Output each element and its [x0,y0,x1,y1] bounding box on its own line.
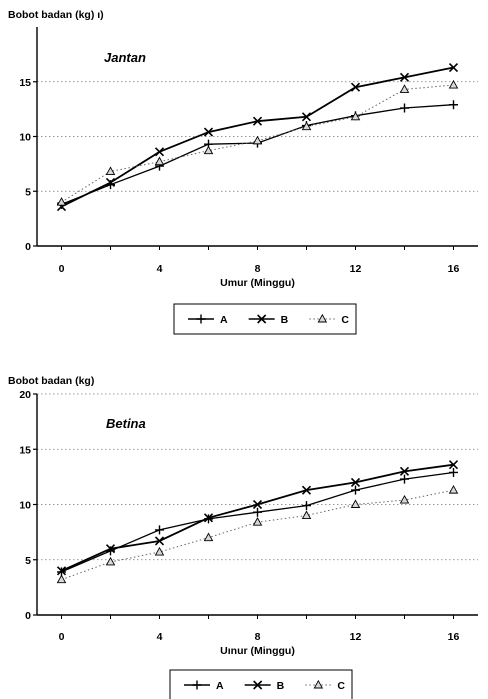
x-tick-label: 16 [448,631,460,643]
series-C [56,485,459,584]
legend-marker-A [196,314,206,324]
legend-label-C: C [337,680,345,692]
y-tick-label: 15 [19,77,31,89]
data-point-C [154,156,165,166]
x-tick-label: 0 [59,631,65,643]
y-tick-label: 5 [25,555,31,567]
data-point-C [350,499,361,508]
data-point-C [448,79,459,89]
data-point-C [203,532,214,542]
x-tick-label: 8 [255,263,261,275]
data-point-A [302,501,311,511]
y-axis-label-suffix: ı) [94,9,103,21]
chart-panel-1: 0 5 10 15 0 4 8 12 16 Bobot badan (kg) ı) Umur (Mi… [8,9,478,335]
data-point-B [399,72,410,82]
series-A [57,467,458,577]
series-line-A [61,104,454,206]
data-point-C [448,485,459,494]
y-axis-label-text: Bobot badan (kg) [8,9,94,21]
data-point-C [252,517,263,526]
legend-label-A: A [220,314,228,326]
data-point-C [105,556,116,566]
legend-label-A: A [216,680,224,692]
data-point-B [350,82,361,92]
data-point-B [448,62,459,73]
data-point-A [449,100,458,110]
data-point-C [105,166,116,175]
series-C [56,79,459,206]
y-tick-label: 15 [19,444,31,456]
y-axis-label: Bobot badan (kg) ı) [8,9,104,21]
data-point-B [399,466,410,476]
data-point-B [301,112,312,122]
legend-label-C: C [341,314,349,326]
data-point-C [301,510,312,519]
x-axis-label: Uınur (Minggu) [220,645,295,657]
data-point-B [448,460,459,470]
data-point-C [56,574,67,584]
data-point-B [252,499,263,510]
series-A [57,100,458,209]
y-tick-label: 0 [25,241,31,253]
data-point-B [154,536,165,546]
y-tick-label: 5 [25,186,31,198]
x-axis-label: Umur (Minggu) [220,277,295,289]
data-point-B [203,127,214,137]
y-tick-label: 0 [25,610,31,622]
legend: A B C [169,669,353,699]
y-tick-label: 10 [19,132,31,144]
panel-annotation: Jantan [104,50,146,65]
x-tick-label: 4 [157,631,163,643]
data-point-A [253,507,262,517]
data-point-C [56,197,67,206]
data-point-C [154,546,165,556]
data-point-B [301,485,312,495]
legend: A B C [173,303,357,335]
y-tick-label: 20 [19,389,31,401]
legend-marker-C [317,313,328,323]
y-axis-label: Bobot badan (kg) [8,375,94,387]
legend-marker-B [257,314,267,324]
x-tick-label: 8 [255,631,261,643]
data-point-B [56,566,67,576]
data-point-B [105,177,116,188]
y-tick-label: 10 [19,500,31,512]
legend-label-B: B [281,314,289,326]
data-point-C [301,121,312,131]
chart-panel-2: 0 5 10 15 20 0 4 8 12 16 Bobot badan (kg) Uınur (Mi… [8,375,478,699]
data-point-B [154,147,165,157]
data-point-A [449,467,458,477]
legend-marker-B [253,680,263,690]
x-tick-label: 4 [157,263,163,275]
data-point-B [203,513,214,523]
data-point-C [350,111,361,121]
data-point-A [400,474,409,484]
legend-marker-C [313,679,324,689]
panel-annotation: Betina [106,416,146,431]
series-B [56,460,459,576]
data-point-B [252,116,263,126]
x-tick-label: 12 [350,263,362,275]
data-point-A [351,485,360,495]
y-axis-label-text: Bobot badan (kg) [8,375,94,387]
data-point-C [252,135,263,145]
data-point-C [399,84,410,93]
x-tick-label: 0 [59,263,65,275]
x-tick-label: 16 [448,263,460,275]
data-point-B [350,477,361,487]
data-point-A [155,525,164,535]
data-point-A [400,103,409,113]
x-tick-label: 12 [350,631,362,643]
legend-label-B: B [277,680,285,692]
data-point-C [399,494,410,504]
series-B [56,62,459,212]
legend-marker-A [192,680,202,690]
data-point-B [105,544,116,554]
data-point-C [203,145,214,155]
